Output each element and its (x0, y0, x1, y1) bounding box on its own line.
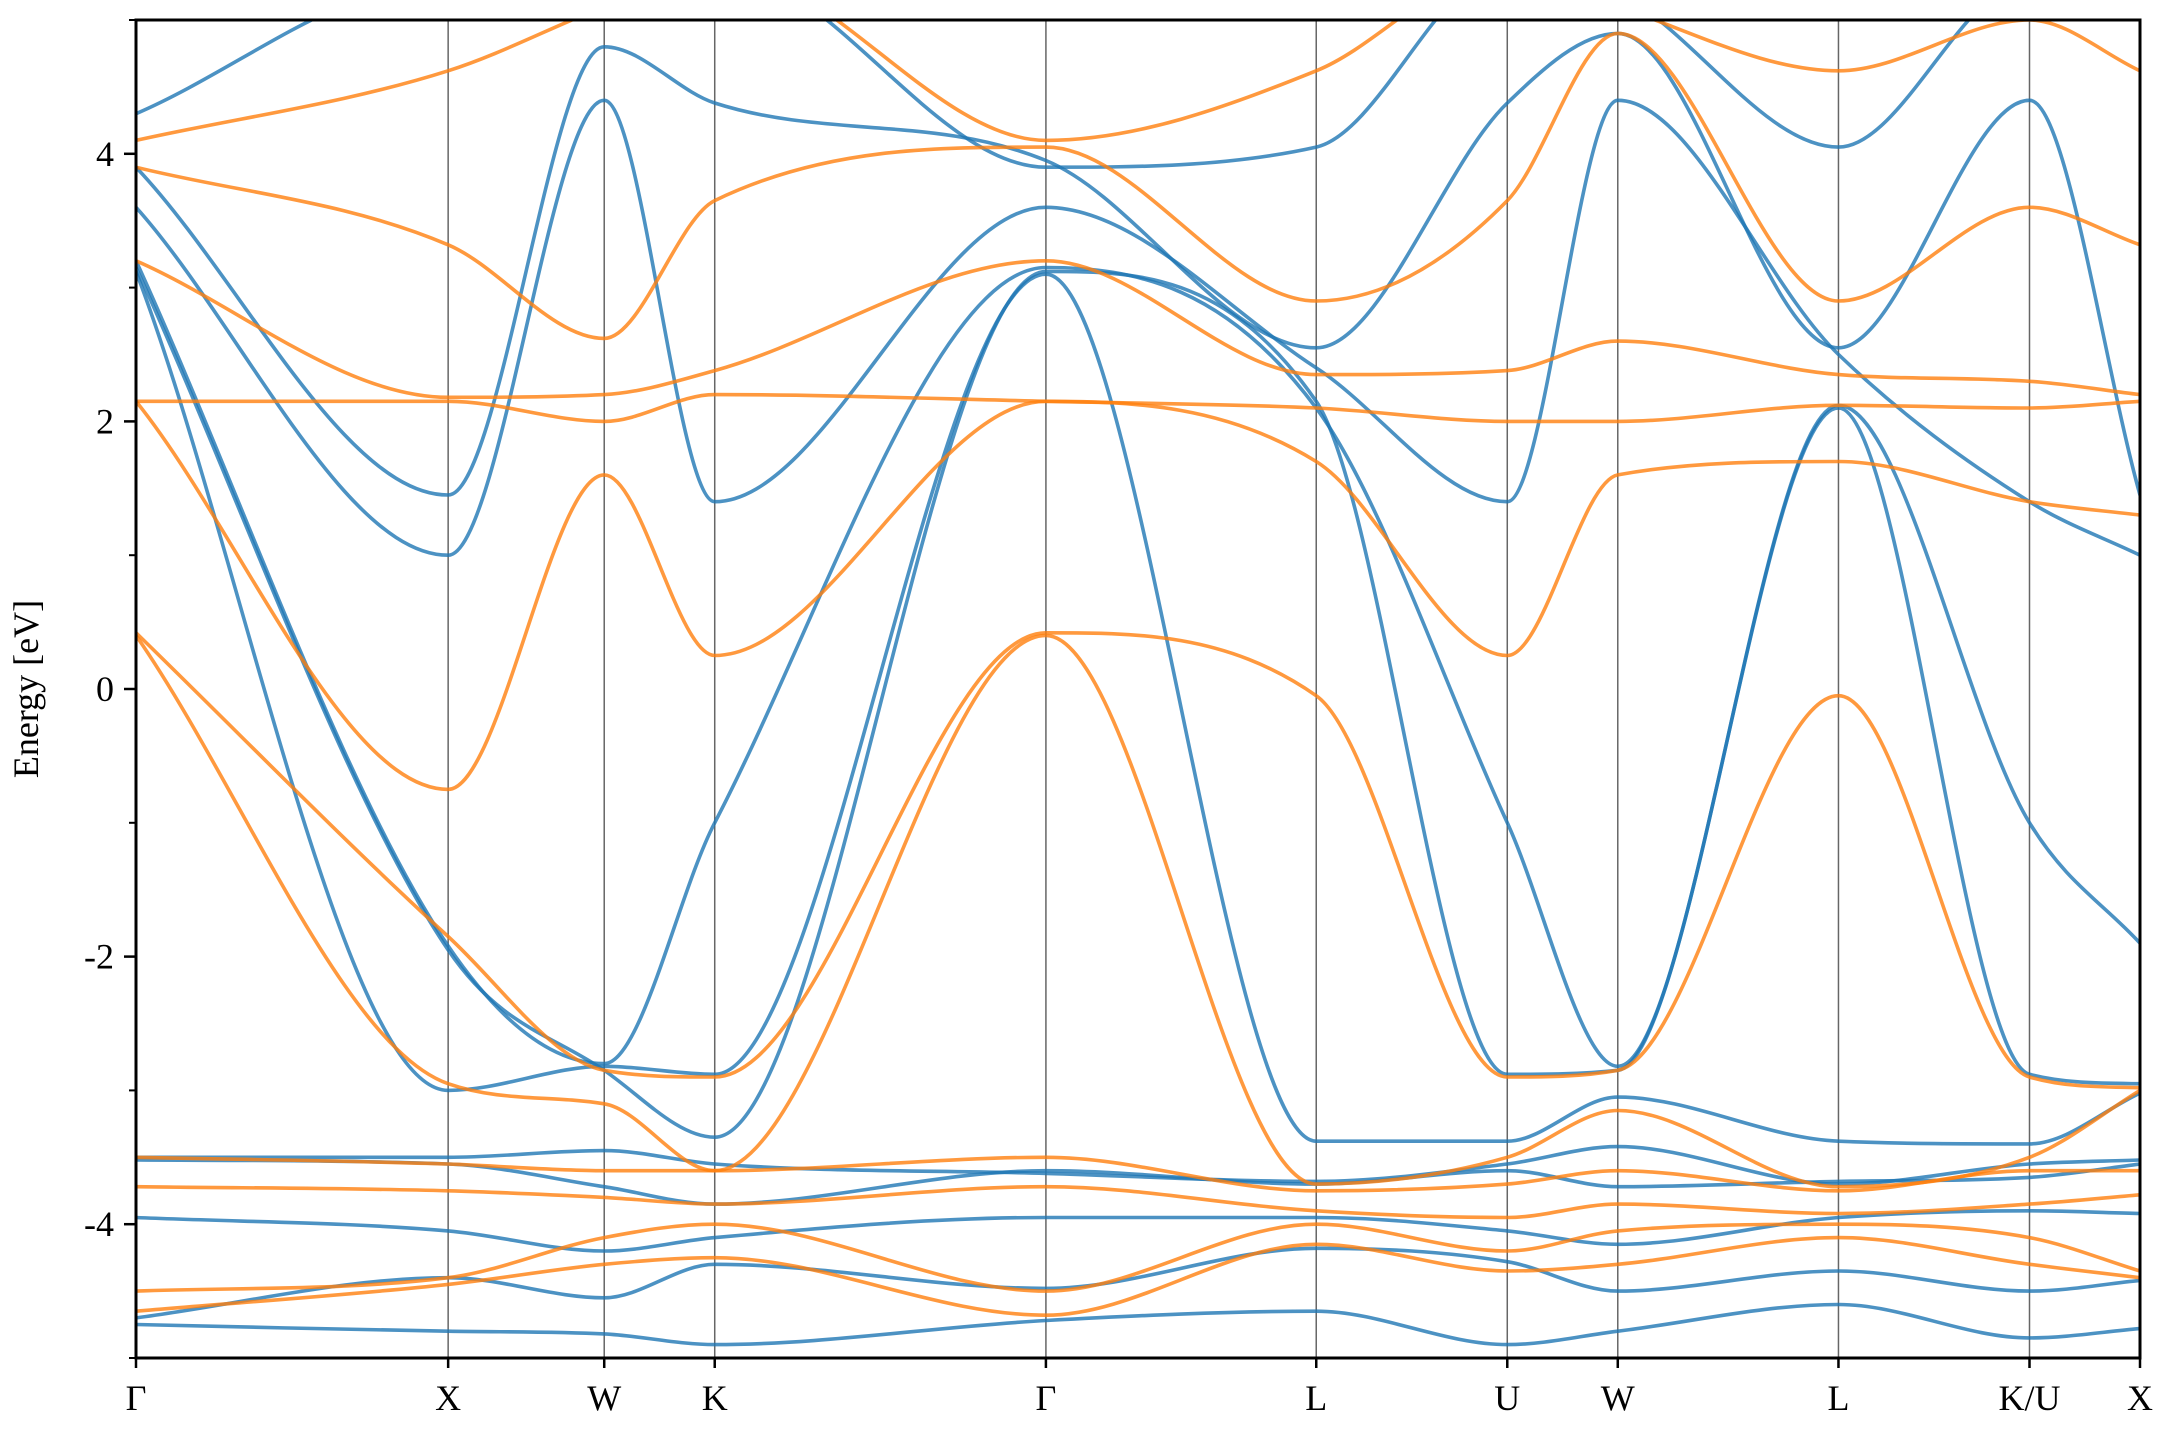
band-line-1-9 (136, 98, 2140, 557)
band-line-2-4 (136, 1155, 2140, 1193)
band-series-1 (136, 20, 2140, 1347)
y-axis-label: Energy [eV] (6, 600, 46, 778)
band-line-1-10 (136, 31, 2140, 497)
band-line-1-8 (136, 259, 2140, 1069)
band-line-1-2 (136, 1246, 2140, 1320)
band-line-2-6 (136, 633, 2140, 1189)
x-tick-label-7: W (1601, 1378, 1635, 1418)
x-tick-label-6: U (1494, 1378, 1520, 1418)
band-line-1-11 (136, 20, 1972, 169)
band-line-2-2 (136, 1222, 2140, 1293)
band-line-2-3 (136, 1184, 2140, 1220)
band-line-1-5 (136, 1144, 2140, 1186)
x-tick-label-0: Γ (126, 1378, 147, 1418)
band-line-1-3 (136, 1209, 2140, 1253)
x-tick-label-3: K (702, 1378, 728, 1418)
x-tick-label-10: X (2127, 1378, 2153, 1418)
band-line-2-7 (136, 399, 2140, 792)
band-line-2-5 (136, 631, 2140, 1090)
y-tick-label-1: -2 (84, 937, 114, 977)
y-tick-label-4: 4 (96, 134, 114, 174)
band-line-2-10 (136, 31, 2140, 341)
band-line-2-9 (136, 259, 2140, 400)
x-tick-label-4: Γ (1036, 1378, 1057, 1418)
x-tick-label-1: X (435, 1378, 461, 1418)
band-line-2-1 (136, 1235, 2140, 1317)
y-tick-label-2: 0 (96, 669, 114, 709)
y-axis-ticks: -4 -2 0 2 4 (84, 19, 136, 1359)
x-tick-label-5: L (1305, 1378, 1327, 1418)
band-line-1-7 (136, 265, 2140, 1139)
x-tick-label-8: L (1827, 1378, 1849, 1418)
y-tick-label-3: 2 (96, 401, 114, 441)
band-line-2-8 (136, 392, 2140, 424)
x-tick-label-9: K/U (1998, 1378, 2060, 1418)
band-line-1-1 (136, 1302, 2140, 1347)
y-tick-label-0: -4 (84, 1204, 114, 1244)
x-tick-label-2: W (587, 1378, 621, 1418)
x-axis-ticks: Γ X W K Γ L U W L K/U X (126, 1358, 2153, 1418)
band-line-2-11 (136, 20, 2140, 143)
band-lines (136, 20, 2140, 1347)
band-series-2 (136, 20, 2140, 1317)
band-line-1-6 (136, 269, 2140, 1146)
